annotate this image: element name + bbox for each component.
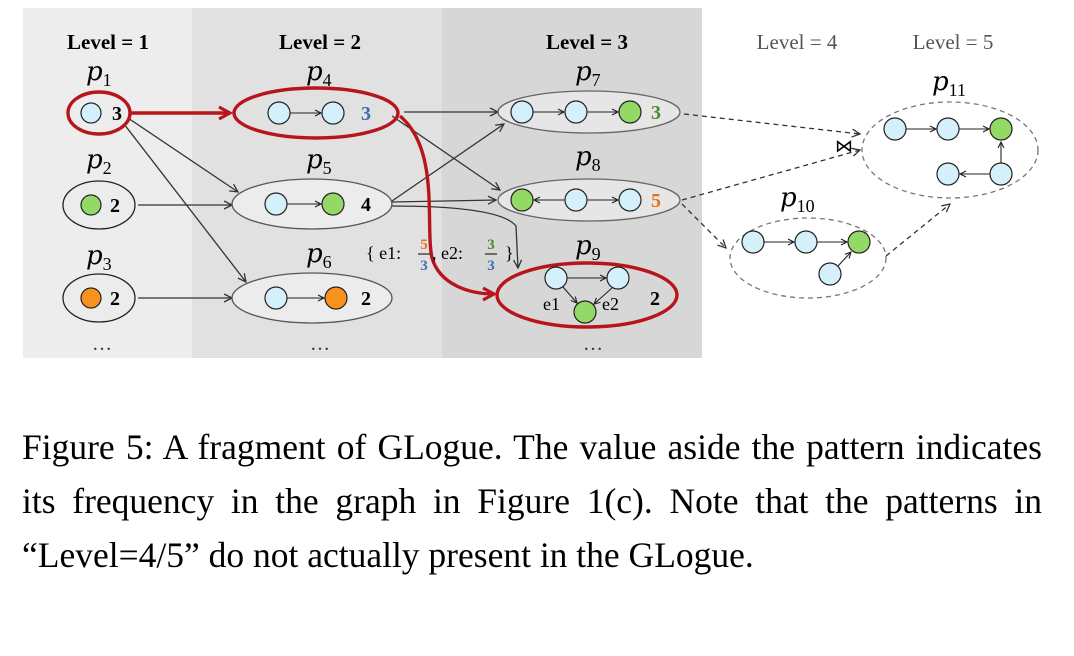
vertex (883, 117, 907, 141)
dashed-edge-p10-p11 (885, 204, 950, 257)
pattern-p1: 3 (66, 90, 132, 136)
pattern-p5: 4 (231, 178, 393, 230)
pattern-label-p3: p3 (86, 241, 112, 274)
annotation-sep: , e2: (432, 243, 463, 263)
join-symbol: ⋈ (835, 136, 853, 156)
figure-caption: Figure 5: A fragment of GLogue. The valu… (22, 427, 1042, 575)
pattern-label-p4: p4 (306, 57, 332, 90)
level-5-header: Level = 5 (913, 30, 994, 54)
vertex (267, 101, 291, 125)
frequency-p9: 2 (650, 288, 660, 310)
vertex (989, 117, 1013, 141)
level-3-header: Level = 3 (546, 30, 628, 54)
pattern-p7: 3 (497, 90, 681, 134)
edge-label-e2: e2 (602, 294, 619, 314)
vertex (989, 162, 1013, 186)
annotation-open: { e1: (366, 243, 401, 263)
vertex (510, 100, 534, 124)
pattern-p10 (729, 217, 887, 299)
edge-p5-p7 (391, 124, 504, 202)
level-2-header: Level = 2 (279, 30, 361, 54)
dashed-edges (681, 113, 950, 257)
pattern-label-p5: p5 (306, 145, 332, 178)
vertex (321, 192, 345, 216)
pattern-p4: 3 (232, 86, 400, 140)
vertex (606, 266, 630, 290)
pattern-p8: 5 (497, 178, 681, 222)
frequency-p4: 3 (361, 103, 371, 125)
pattern-label-p1: p1 (86, 57, 112, 90)
ellipsis-level-2: … (310, 333, 330, 355)
annotation-close: } (505, 243, 514, 263)
e1-denominator: 3 (420, 258, 428, 274)
pattern-label-p2: p2 (86, 145, 112, 178)
e2-denominator: 3 (487, 258, 495, 274)
vertex (741, 230, 765, 254)
edge-p5-p9 (391, 205, 518, 268)
vertex (936, 162, 960, 186)
vertex (564, 188, 588, 212)
edge-p5-p8 (391, 200, 496, 202)
e1-numerator: 5 (420, 237, 428, 253)
vertex (80, 194, 102, 216)
vertex (544, 266, 568, 290)
vertex (818, 262, 842, 286)
vertex (80, 102, 102, 124)
ellipsis-level-1: … (92, 333, 112, 355)
selectivity-annotation: { e1: 5 3 , e2: 3 3 } (366, 237, 514, 274)
edge-p1-p5 (127, 117, 238, 192)
edge-label-e1: e1 (543, 294, 560, 314)
vertex (847, 230, 871, 254)
dashed-edge-p8-p11 (681, 150, 860, 201)
glogue-diagram: Level = 1 Level = 2 Level = 3 Level = 4 … (23, 8, 1039, 358)
vertex (321, 101, 345, 125)
frequency-p7: 3 (651, 102, 661, 124)
ellipsis-level-3: … (583, 333, 603, 355)
pattern-label-p7: p7 (575, 57, 601, 90)
frequency-p2: 2 (110, 195, 120, 217)
frequency-p5: 4 (361, 194, 371, 216)
frequency-p1: 3 (112, 103, 122, 125)
pattern-p3: 2 (62, 273, 136, 323)
vertex (264, 192, 288, 216)
e2-numerator: 3 (487, 237, 495, 253)
dashed-edge-p7-p11 (683, 113, 860, 134)
pattern-label-p8: p8 (575, 142, 601, 175)
pattern-p2: 2 (62, 180, 136, 230)
pattern-p11 (861, 101, 1039, 199)
vertex (324, 286, 348, 310)
pattern-p9: e1 e2 2 (495, 261, 679, 329)
pattern-p6: 2 (231, 272, 393, 324)
vertex (510, 188, 534, 212)
vertex (618, 188, 642, 212)
highlighted-plan-path (130, 113, 494, 294)
vertex (794, 230, 818, 254)
frequency-p3: 2 (110, 288, 120, 310)
pattern-label-p10: p10 (780, 183, 815, 216)
level-1-header: Level = 1 (67, 30, 149, 54)
vertex (564, 100, 588, 124)
vertex (936, 117, 960, 141)
vertex (573, 300, 597, 324)
edge-p1-p6 (123, 123, 246, 282)
frequency-p8: 5 (651, 190, 661, 212)
level-4-header: Level = 4 (757, 30, 838, 54)
frequency-p6: 2 (361, 288, 371, 310)
vertex (264, 286, 288, 310)
pattern-label-p6: p6 (306, 239, 332, 272)
vertex (618, 100, 642, 124)
red-edge-p4-p9 (398, 114, 494, 294)
pattern-label-p11: p11 (932, 67, 966, 100)
pattern-label-p9: p9 (575, 231, 601, 264)
dashed-edge-p8-p10 (681, 203, 726, 248)
vertex (80, 287, 102, 309)
